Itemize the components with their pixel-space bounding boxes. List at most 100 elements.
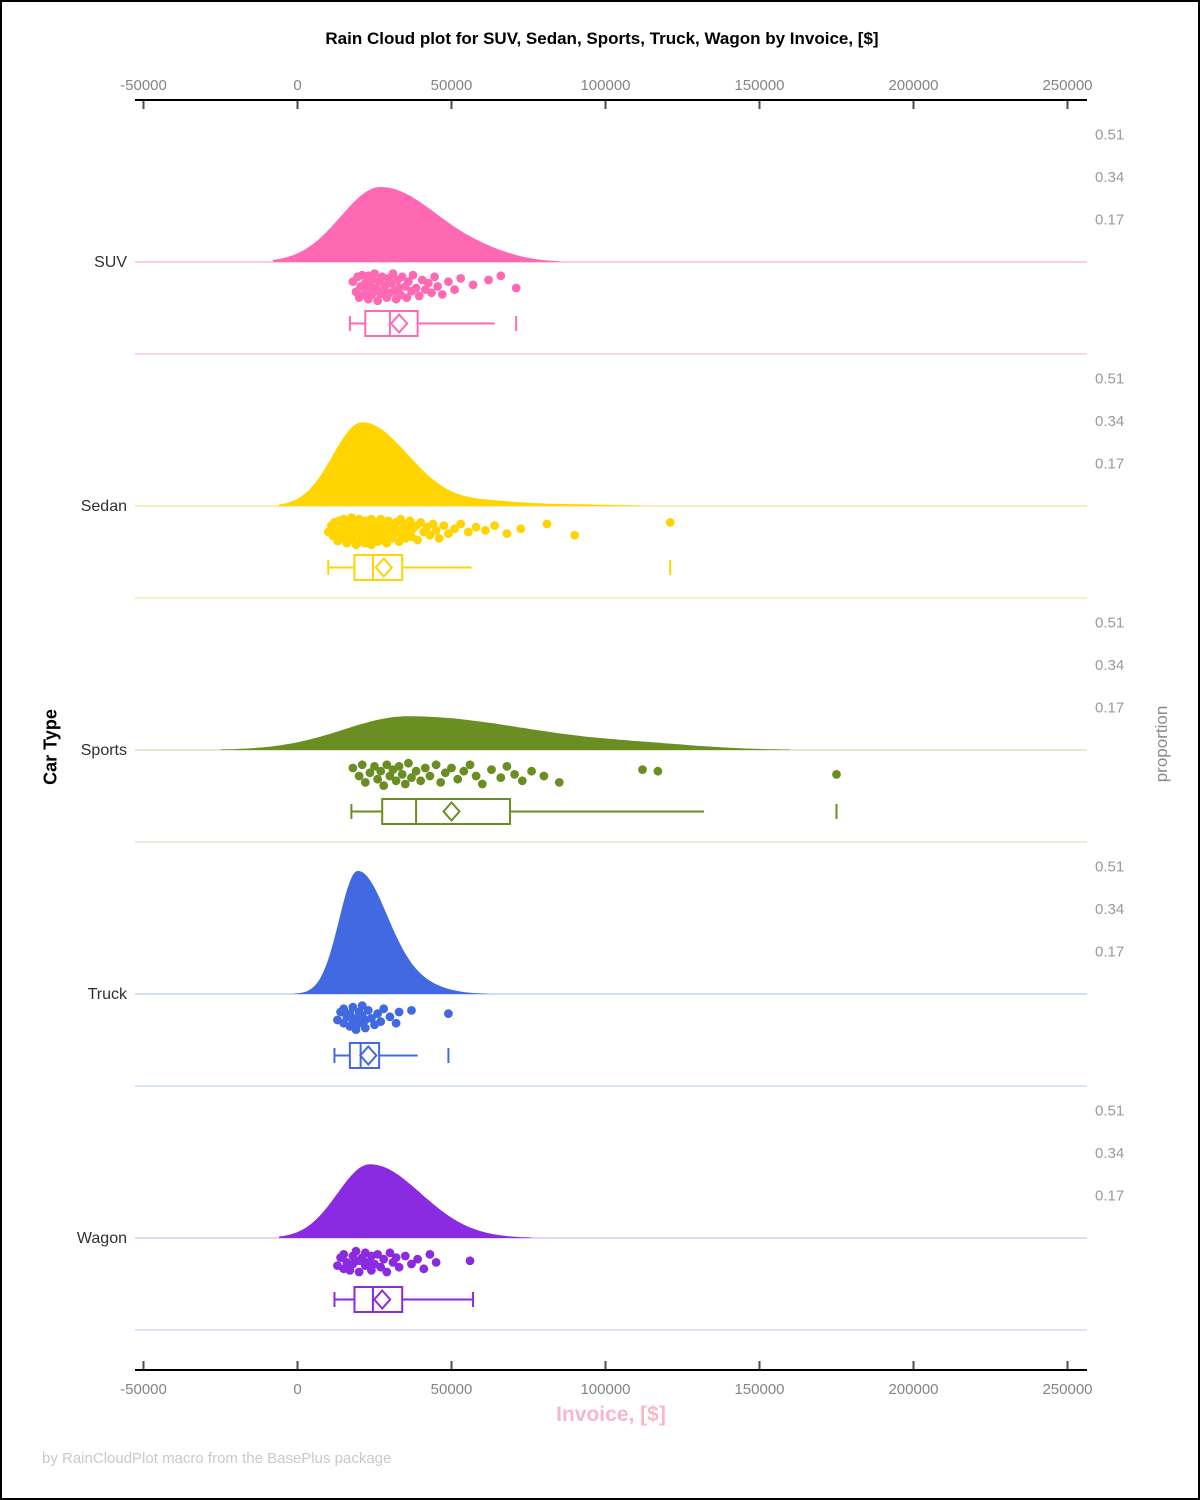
rain-point-sports (510, 770, 519, 779)
rain-point-sedan (444, 529, 453, 538)
proportion-tick-label-sports: 0.17 (1095, 700, 1124, 717)
rain-point-sports (471, 771, 481, 781)
rain-point-sports (502, 762, 512, 771)
rain-point-wagon (465, 1256, 475, 1266)
rain-point-sedan (439, 521, 449, 530)
rain-point-suv (424, 278, 433, 288)
rain-point-sports (416, 776, 426, 786)
rain-point-truck (363, 1006, 373, 1015)
density-cloud-wagon (279, 1164, 532, 1238)
rain-point-wagon (413, 1254, 422, 1264)
rain-point-truck (391, 1018, 401, 1028)
rain-point-wagon (373, 1250, 382, 1259)
x-axis-top-tick-label: 200000 (888, 77, 938, 94)
proportion-tick-label-wagon: 0.34 (1095, 1145, 1124, 1162)
rain-point-sedan (396, 514, 406, 524)
density-cloud-suv (272, 187, 560, 262)
box-sports (381, 798, 512, 825)
x-axis-top-tick-label: 150000 (734, 77, 784, 94)
rain-point-sports (453, 774, 463, 784)
rain-point-sports (477, 779, 487, 789)
density-cloud-sports (220, 716, 791, 750)
category-label-wagon: Wagon (77, 1230, 127, 1247)
proportion-tick-label-sports: 0.34 (1095, 657, 1124, 674)
proportion-tick-label-sedan: 0.34 (1095, 413, 1124, 430)
rain-point-sedan (450, 524, 459, 534)
rain-point-wagon (400, 1251, 410, 1261)
rain-point-wagon (376, 1262, 386, 1272)
category-label-suv: SUV (94, 254, 127, 271)
rain-point-sedan (413, 535, 422, 545)
rain-point-sports (400, 779, 410, 789)
proportion-tick-label-suv: 0.34 (1095, 169, 1124, 186)
x-axis-bottom-tick-label: 150000 (734, 1381, 784, 1398)
proportion-tick-label-sedan: 0.51 (1095, 371, 1124, 388)
rain-point-sports (653, 766, 663, 776)
rain-point-sedan (464, 527, 473, 537)
rain-point-sports (391, 776, 401, 786)
y-axis-title: Car Type (40, 709, 61, 785)
x-axis-top-tick-label: 50000 (431, 77, 473, 94)
rain-point-wagon (382, 1267, 392, 1277)
rain-point-truck (407, 1006, 416, 1015)
rain-point-sports (370, 762, 379, 771)
rain-point-suv (437, 290, 447, 299)
rain-point-sports (360, 778, 370, 787)
rain-point-sports (407, 773, 416, 782)
rain-point-wagon (339, 1250, 349, 1259)
mean-diamond-sports (442, 800, 461, 823)
rain-point-sedan (481, 526, 490, 535)
proportion-tick-label-sports: 0.51 (1095, 615, 1124, 632)
rain-point-suv (397, 272, 407, 282)
rain-point-sports (376, 766, 386, 776)
rain-point-sports (425, 771, 435, 781)
mean-diamond-truck (359, 1044, 378, 1067)
rain-point-sports (348, 763, 358, 773)
rain-point-sports (517, 776, 527, 786)
rain-point-wagon (391, 1253, 401, 1262)
x-axis-bottom-tick-label: 100000 (580, 1381, 630, 1398)
rain-point-wagon (385, 1248, 395, 1258)
rain-point-wagon (425, 1250, 435, 1259)
rain-point-truck (373, 1009, 382, 1018)
x-axis-top-tick-label: 100000 (580, 77, 630, 94)
proportion-tick-label-wagon: 0.51 (1095, 1103, 1124, 1120)
rain-point-sedan (471, 522, 481, 532)
proportion-tick-label-sedan: 0.17 (1095, 456, 1124, 473)
x-axis-top-tick-label: 0 (293, 77, 301, 94)
box-truck (348, 1042, 381, 1069)
rain-point-sedan (570, 530, 580, 540)
x-axis-title: Invoice, [$] (556, 1403, 666, 1426)
right-axis-title: proportion (1152, 705, 1171, 783)
rain-point-truck (385, 1012, 395, 1022)
rain-point-truck (379, 1004, 389, 1014)
rain-point-truck (357, 1001, 367, 1010)
x-axis-bottom-tick-label: 0 (293, 1381, 301, 1398)
rain-point-wagon (379, 1254, 389, 1264)
rain-point-sedan (516, 524, 526, 534)
x-axis-bottom-tick-label: 50000 (431, 1381, 473, 1398)
rain-point-sports (397, 770, 407, 779)
density-cloud-truck (294, 870, 489, 994)
rain-point-sedan (416, 518, 426, 527)
rain-point-suv (373, 296, 382, 306)
rain-point-suv (408, 270, 418, 280)
rain-point-sedan (456, 519, 466, 529)
rain-point-suv (427, 288, 436, 298)
rain-point-suv (433, 282, 442, 291)
proportion-tick-label-truck: 0.34 (1095, 901, 1124, 918)
rain-point-sedan (490, 521, 499, 530)
attribution-note: by RainCloudPlot macro from the BasePlus… (42, 1450, 392, 1467)
rain-point-suv (430, 272, 439, 282)
rain-point-suv (388, 269, 398, 278)
rain-point-sports (539, 771, 549, 781)
rain-point-truck (444, 1009, 453, 1018)
rain-point-sports (496, 773, 506, 782)
proportion-tick-label-truck: 0.17 (1095, 944, 1124, 961)
x-axis-top-tick-label: -50000 (120, 77, 167, 94)
category-label-truck: Truck (88, 986, 128, 1003)
rain-point-sports (431, 760, 441, 770)
rain-point-suv (414, 291, 424, 301)
